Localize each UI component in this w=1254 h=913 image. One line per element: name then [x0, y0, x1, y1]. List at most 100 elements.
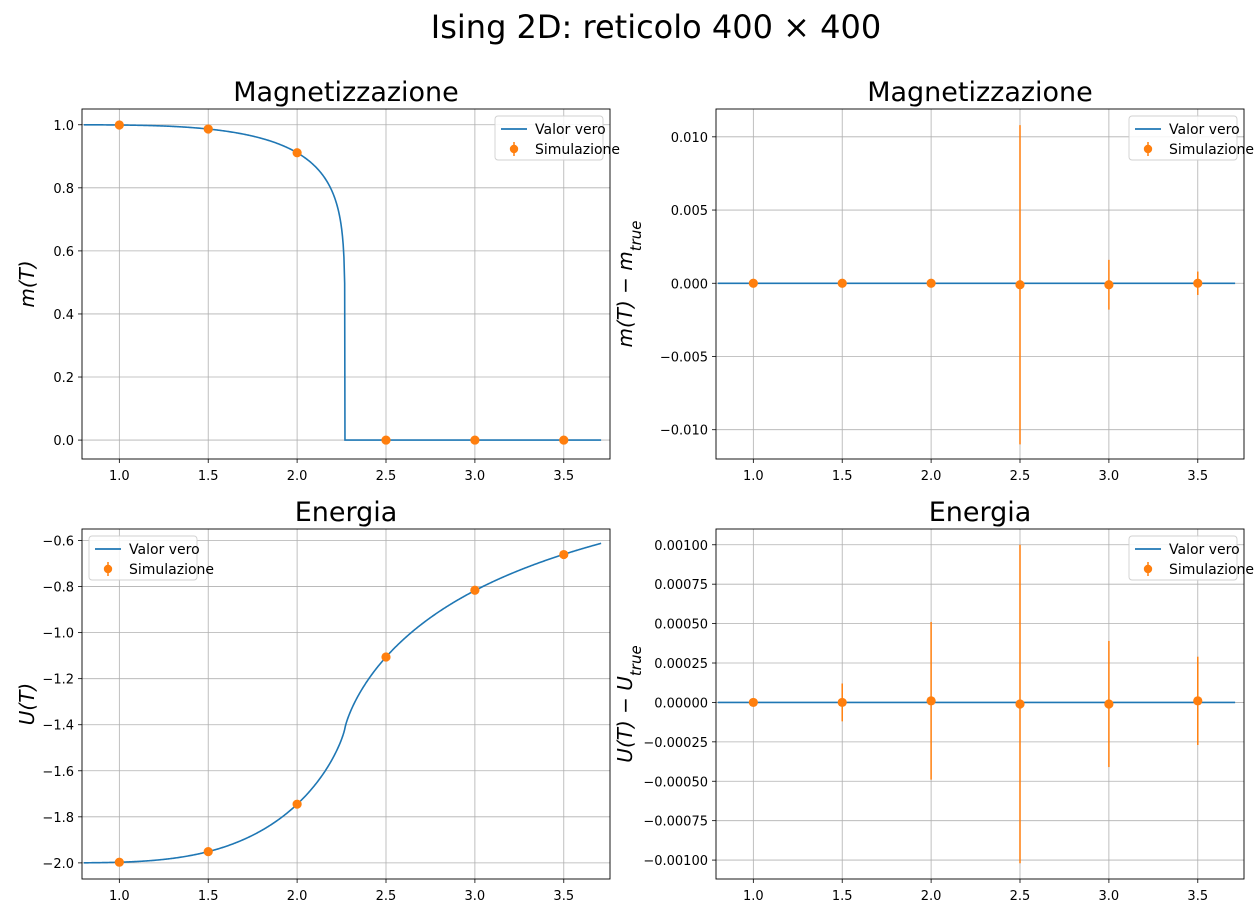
- y-tick-label: −1.4: [42, 719, 74, 734]
- subplot-title: Magnetizzazione: [233, 77, 459, 108]
- y-axis-label: U(T) − Utrue: [613, 645, 645, 762]
- x-tick-label: 3.5: [553, 889, 574, 904]
- data-point: [292, 799, 302, 809]
- x-tick-label: 3.0: [1099, 469, 1120, 484]
- legend-label-simulation: Simulazione: [1169, 142, 1254, 158]
- x-tick-label: 2.0: [287, 889, 308, 904]
- x-tick-label: 1.5: [198, 889, 219, 904]
- legend-box: [1128, 115, 1238, 161]
- data-point: [1193, 696, 1203, 706]
- data-point: [292, 148, 302, 158]
- legend-label-simulation: Simulazione: [535, 142, 620, 158]
- y-tick-label: −0.8: [42, 581, 74, 596]
- data-point: [114, 120, 124, 130]
- y-tick-label: −1.6: [42, 765, 74, 780]
- figure-title: Ising 2D: reticolo 400 × 400: [431, 8, 881, 46]
- x-tick-label: 2.5: [1010, 889, 1031, 904]
- x-tick-label: 1.0: [743, 889, 764, 904]
- data-point: [1015, 280, 1025, 290]
- x-tick-label: 1.5: [832, 889, 853, 904]
- y-tick-label: −0.005: [660, 350, 708, 365]
- x-tick-label: 3.0: [1099, 889, 1120, 904]
- chart-mag_diff: 1.0 1.5 2.0 2.5 3.0 3.5 −0.010 −0.005 0.000 0.005…: [613, 77, 1254, 484]
- y-tick-label: 0.00100: [654, 539, 708, 554]
- data-point: [203, 124, 213, 134]
- y-tick-label: −2.0: [42, 857, 74, 872]
- chart-energy: 1.0 1.5 2.0 2.5 3.0 3.5 −2.0 −1.8 −1.6 −1.4 −1.2 −1…: [15, 497, 611, 904]
- x-tick-label: 1.5: [198, 469, 219, 484]
- legend-box: [1128, 535, 1238, 581]
- subplot-title: Energia: [929, 497, 1032, 528]
- y-tick-label: −0.00050: [643, 775, 708, 790]
- y-axis-label: m(T) − mtrue: [613, 220, 645, 347]
- y-tick-label: −0.00025: [643, 736, 708, 751]
- x-tick-label: 2.5: [376, 469, 397, 484]
- x-tick-label: 3.0: [465, 469, 486, 484]
- legend-point-swatch: [1143, 144, 1153, 154]
- y-tick-label: 1.0: [53, 119, 74, 134]
- legend-label-simulation: Simulazione: [1169, 562, 1254, 578]
- data-point: [381, 652, 391, 662]
- data-point: [926, 696, 936, 706]
- y-tick-label: 0.000: [671, 277, 708, 292]
- data-point: [837, 278, 847, 288]
- legend-label-true: Valor vero: [535, 122, 606, 138]
- data-point: [1015, 699, 1025, 709]
- data-point: [470, 435, 480, 445]
- y-axis-label: m(T): [15, 260, 39, 307]
- y-tick-label: −1.8: [42, 811, 74, 826]
- legend: Valor vero Simulazione: [88, 535, 214, 581]
- data-point: [559, 549, 569, 560]
- data-point: [926, 278, 936, 288]
- legend-label-true: Valor vero: [129, 542, 200, 558]
- x-tick-label: 3.5: [1187, 469, 1208, 484]
- data-point: [837, 697, 847, 708]
- x-tick-label: 2.5: [1010, 469, 1031, 484]
- legend-box: [494, 115, 604, 161]
- true-curve-line: [83, 542, 602, 864]
- y-tick-label: −0.010: [660, 424, 708, 439]
- data-point: [1104, 280, 1114, 290]
- data-point: [748, 278, 758, 288]
- x-tick-label: 2.0: [287, 469, 308, 484]
- chart-mag: 1.0 1.5 2.0 2.5 3.0 3.5 0.0 0.2 0.4 0.6 0.8 1.0 Magn…: [15, 77, 620, 484]
- x-tick-label: 3.0: [465, 889, 486, 904]
- y-tick-label: −0.6: [42, 535, 74, 550]
- legend: Valor vero Simulazione: [1128, 535, 1254, 581]
- x-tick-label: 3.5: [1187, 889, 1208, 904]
- x-tick-label: 1.0: [109, 889, 130, 904]
- axes-frame: [81, 528, 611, 880]
- legend-label-true: Valor vero: [1169, 542, 1240, 558]
- y-tick-label: 0.8: [53, 182, 74, 197]
- y-tick-label: −0.00100: [643, 854, 708, 869]
- x-tick-label: 1.0: [743, 469, 764, 484]
- x-tick-label: 1.0: [109, 469, 130, 484]
- y-tick-label: 0.010: [671, 131, 708, 146]
- y-tick-label: −1.0: [42, 627, 74, 642]
- y-tick-label: 0.6: [53, 245, 74, 260]
- y-tick-label: −0.00075: [643, 815, 708, 830]
- y-tick-label: 0.00050: [654, 618, 708, 633]
- y-tick-label: 0.4: [53, 308, 74, 323]
- data-point: [1193, 278, 1203, 288]
- data-point: [559, 435, 569, 445]
- y-tick-label: 0.00025: [654, 657, 708, 672]
- legend: Valor vero Simulazione: [1128, 115, 1254, 161]
- y-axis-label: U(T): [15, 683, 39, 725]
- y-tick-label: 0.00075: [654, 578, 708, 593]
- data-point: [381, 435, 391, 445]
- axes-frame: [715, 108, 1245, 460]
- legend-box: [88, 535, 198, 581]
- data-point: [470, 585, 480, 595]
- y-tick-label: 0.005: [671, 204, 708, 219]
- x-tick-label: 1.5: [832, 469, 853, 484]
- legend-point-swatch: [509, 144, 519, 154]
- x-tick-label: 2.0: [921, 469, 942, 484]
- x-tick-label: 2.0: [921, 889, 942, 904]
- true-curve-line: [83, 124, 602, 441]
- y-tick-label: 0.0: [53, 434, 74, 449]
- data-point: [1104, 699, 1114, 709]
- legend-label-simulation: Simulazione: [129, 562, 214, 578]
- data-point: [748, 697, 758, 708]
